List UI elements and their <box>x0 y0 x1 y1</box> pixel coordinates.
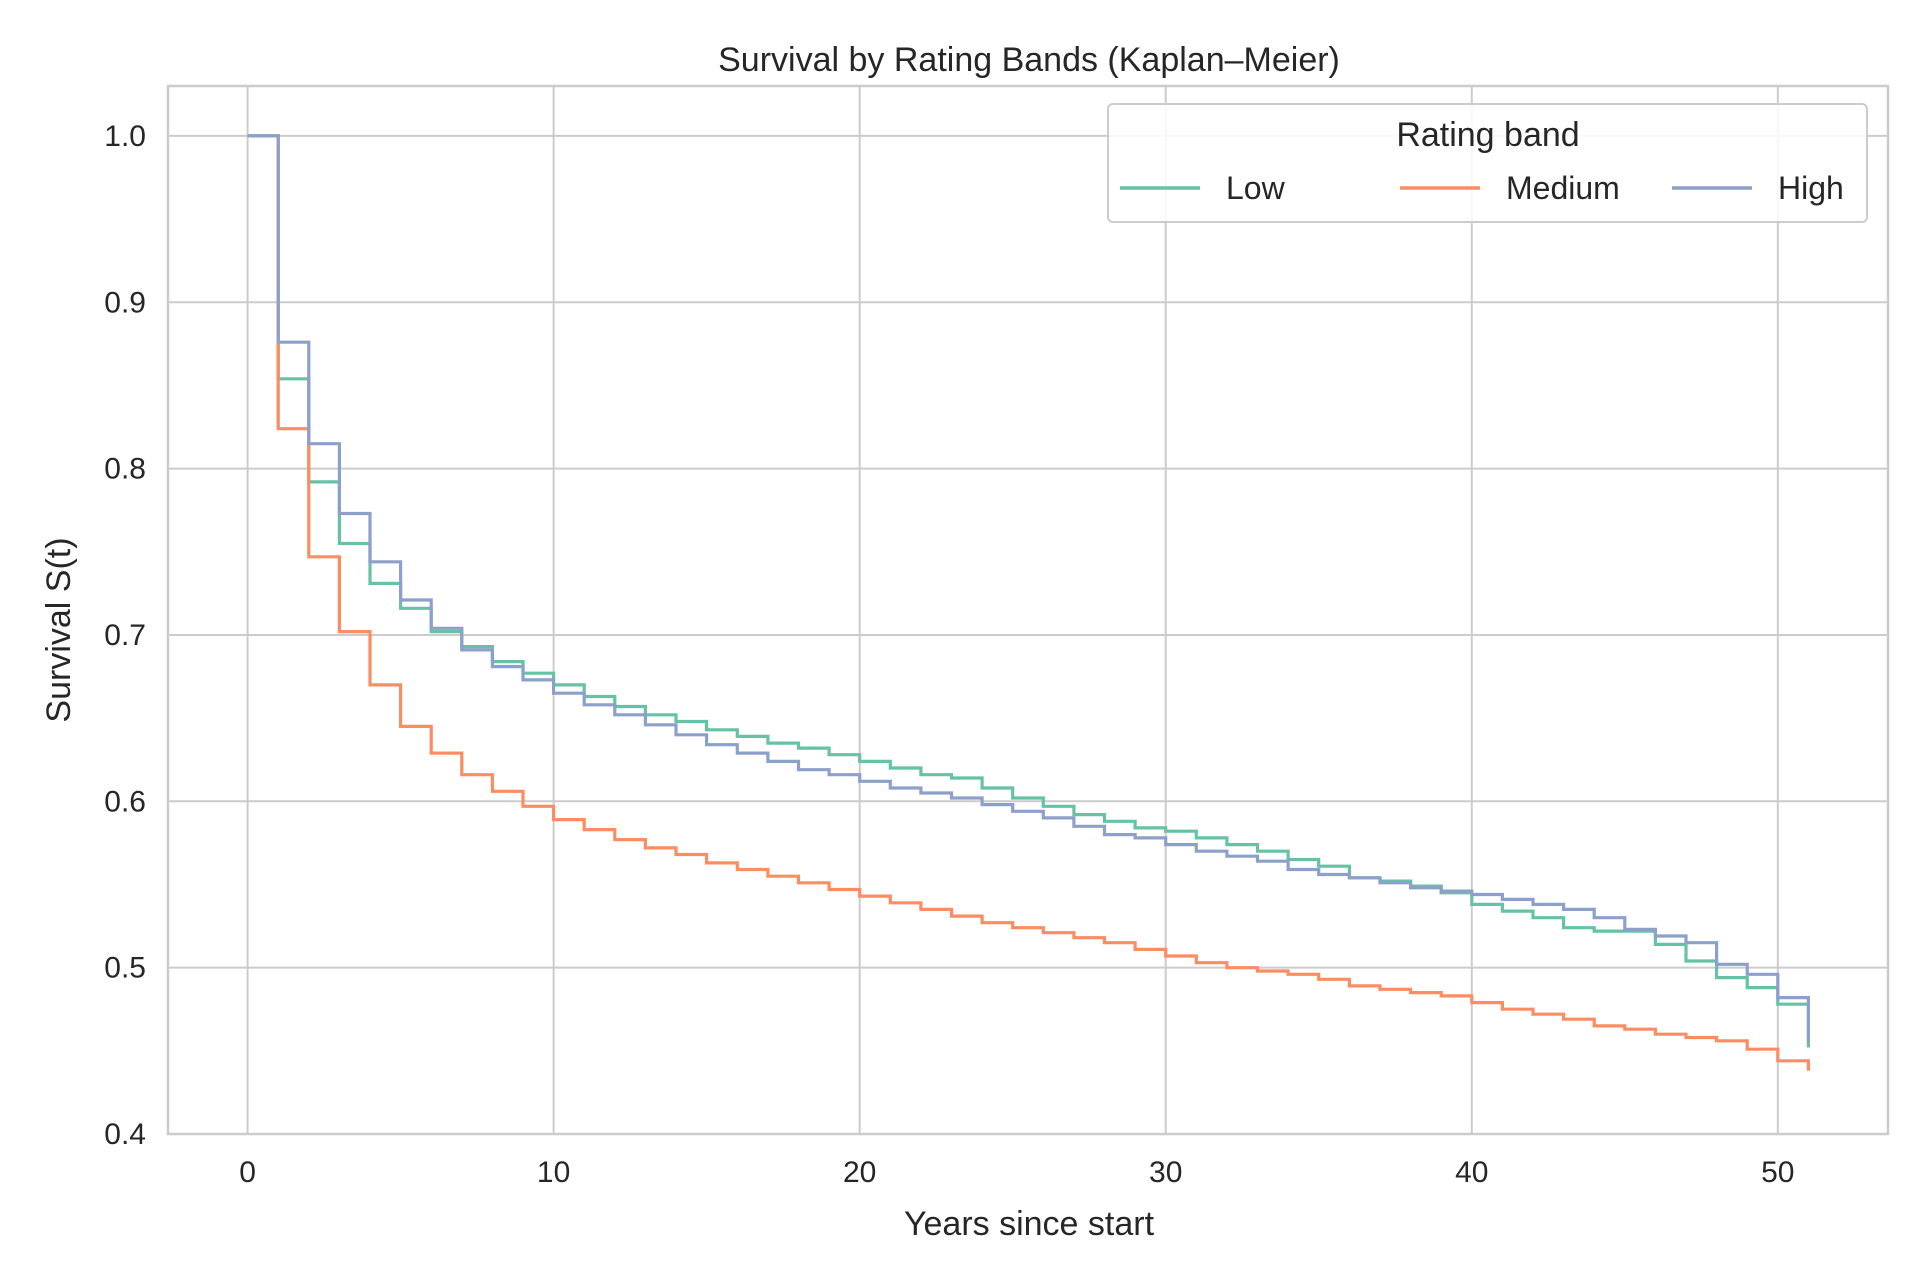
y-tick-label: 0.7 <box>104 619 146 652</box>
chart-title: Survival by Rating Bands (Kaplan–Meier) <box>718 41 1340 79</box>
plot-frame <box>166 84 1890 1136</box>
legend-label-low: Low <box>1226 170 1286 206</box>
legend-title: Rating band <box>1396 116 1579 154</box>
y-tick-label: 0.5 <box>104 952 146 985</box>
y-axis-label: Survival S(t) <box>40 537 78 722</box>
y-tick-label: 0.4 <box>104 1118 146 1151</box>
series-line-low <box>247 134 1810 1048</box>
x-tick-label: 10 <box>537 1156 570 1189</box>
x-tick-label: 30 <box>1149 1156 1182 1189</box>
legend-box <box>1107 103 1868 223</box>
y-tick-label: 1.0 <box>104 120 146 153</box>
legend-label-medium: Medium <box>1506 170 1620 206</box>
x-tick-label: 0 <box>239 1156 256 1189</box>
legend: Rating band Low Medium High <box>1107 103 1868 223</box>
y-tick-label: 0.8 <box>104 453 146 486</box>
x-tick-label: 20 <box>843 1156 876 1189</box>
y-tick-label: 0.6 <box>104 785 146 818</box>
x-tick-labels: 0 10 20 30 40 50 <box>239 1156 1794 1189</box>
x-axis-label: Years since start <box>904 1205 1155 1243</box>
x-tick-label: 40 <box>1455 1156 1488 1189</box>
series-layer <box>247 134 1810 1071</box>
legend-label-high: High <box>1778 170 1844 206</box>
series-line-high <box>247 134 1810 1043</box>
y-tick-label: 0.9 <box>104 286 146 319</box>
series-line-medium <box>247 134 1810 1071</box>
y-tick-labels: 0.4 0.5 0.6 0.7 0.8 0.9 1.0 <box>104 120 146 1151</box>
legend-items: Low Medium High <box>1120 170 1844 206</box>
x-tick-label: 50 <box>1761 1156 1794 1189</box>
